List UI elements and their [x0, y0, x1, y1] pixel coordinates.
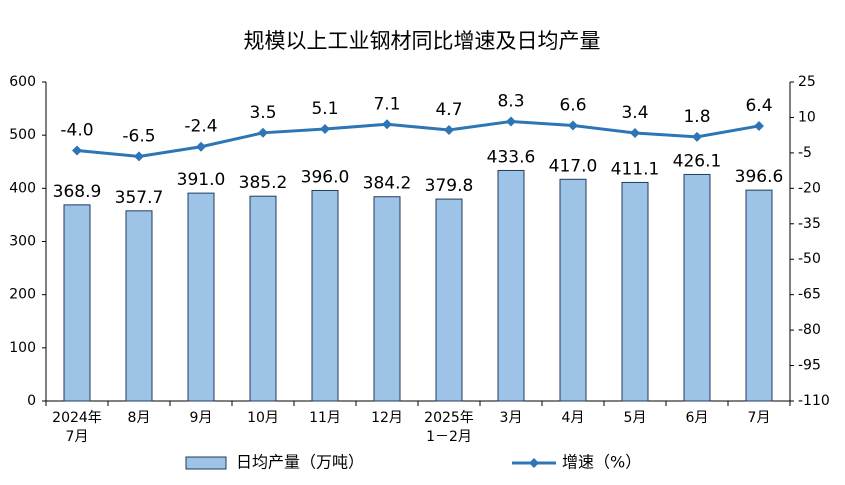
bar: [621, 181, 649, 402]
line-marker: [754, 120, 764, 131]
y2-tick-label: -65: [798, 287, 821, 303]
legend-swatch: [185, 456, 227, 470]
y2-tick-label: -95: [798, 358, 821, 374]
y2-tick-label: -5: [798, 145, 812, 161]
x-tick-label: 4月: [562, 410, 585, 426]
line-marker: [444, 124, 454, 135]
line-value-label: 7.1: [373, 94, 400, 114]
line-value-label: 3.4: [621, 103, 648, 123]
legend-marker: [529, 458, 539, 468]
x-tick-label: 7月: [748, 410, 771, 426]
line-marker: [382, 119, 392, 130]
line-value-label: -2.4: [184, 117, 217, 137]
bar-value-label: 433.6: [487, 147, 536, 167]
x-tick-label: 3月: [500, 410, 523, 426]
x-tick-label: 12月: [371, 410, 403, 426]
x-tick-label: 5月: [624, 410, 647, 426]
x-tick-label: 2024年 7月: [52, 410, 102, 445]
bar: [497, 169, 525, 402]
line-marker: [134, 151, 144, 162]
line-value-label: 1.8: [683, 107, 710, 127]
line-marker: [258, 127, 268, 138]
line-marker: [630, 128, 640, 139]
legend-label: 日均产量（万吨）: [236, 453, 364, 472]
x-tick-label: 6月: [686, 410, 709, 426]
x-tick-label: 9月: [190, 410, 213, 426]
y2-tick-label: 10: [798, 109, 816, 125]
y2-tick-label: -35: [798, 216, 821, 232]
line-value-label: -4.0: [60, 121, 93, 141]
y-tick-label: 200: [9, 287, 36, 303]
line-value-label: 6.6: [559, 95, 586, 115]
bar: [435, 198, 463, 402]
bar: [249, 195, 277, 402]
bar: [683, 173, 711, 402]
y-tick-label: 600: [9, 74, 36, 90]
y-tick-label: 300: [9, 234, 36, 250]
bar: [373, 196, 401, 402]
bar: [311, 189, 339, 402]
y-tick-label: 0: [27, 393, 36, 409]
line-marker: [692, 131, 702, 142]
line-marker: [568, 120, 578, 131]
line-marker: [320, 124, 330, 135]
line-value-label: 6.4: [745, 96, 772, 116]
bar-value-label: 357.7: [115, 188, 164, 208]
y2-tick-label: 25: [798, 74, 816, 90]
line-value-label: -6.5: [122, 126, 155, 146]
bar-value-label: 426.1: [673, 151, 722, 171]
x-tick-label: 10月: [247, 410, 279, 426]
line-value-label: 4.7: [435, 100, 462, 120]
bar-value-label: 417.0: [549, 156, 598, 176]
bar-value-label: 396.6: [735, 167, 784, 187]
bar: [63, 204, 91, 402]
y2-tick-label: -110: [798, 393, 830, 409]
y-tick-label: 500: [9, 127, 36, 143]
x-tick-label: 2025年 1－2月: [424, 410, 474, 445]
y2-tick-label: -80: [798, 322, 821, 338]
line-value-label: 5.1: [311, 99, 338, 119]
bar: [559, 178, 587, 402]
x-tick-label: 11月: [309, 410, 341, 426]
bar-value-label: 385.2: [239, 173, 288, 193]
bar: [125, 210, 153, 402]
y2-tick-label: -20: [798, 180, 821, 196]
bar-value-label: 379.8: [425, 176, 474, 196]
line-value-label: 8.3: [497, 91, 524, 111]
line-value-label: 3.5: [249, 103, 276, 123]
line-marker: [506, 116, 516, 127]
legend-label: 增速（%）: [562, 453, 641, 472]
y-tick-label: 400: [9, 180, 36, 196]
bar: [187, 192, 215, 402]
line: [76, 119, 760, 158]
bar-value-label: 368.9: [53, 182, 102, 202]
bar-value-label: 411.1: [611, 159, 660, 179]
x-tick-label: 8月: [128, 410, 151, 426]
chart-title: 规模以上工业钢材同比增速及日均产量: [244, 29, 601, 53]
bar-value-label: 384.2: [363, 174, 412, 194]
bar: [745, 189, 773, 402]
bar-value-label: 391.0: [177, 170, 226, 190]
line-marker: [72, 145, 82, 156]
y-tick-label: 100: [9, 340, 36, 356]
line-marker: [196, 141, 206, 152]
bar-value-label: 396.0: [301, 167, 350, 187]
y2-tick-label: -50: [798, 251, 821, 267]
